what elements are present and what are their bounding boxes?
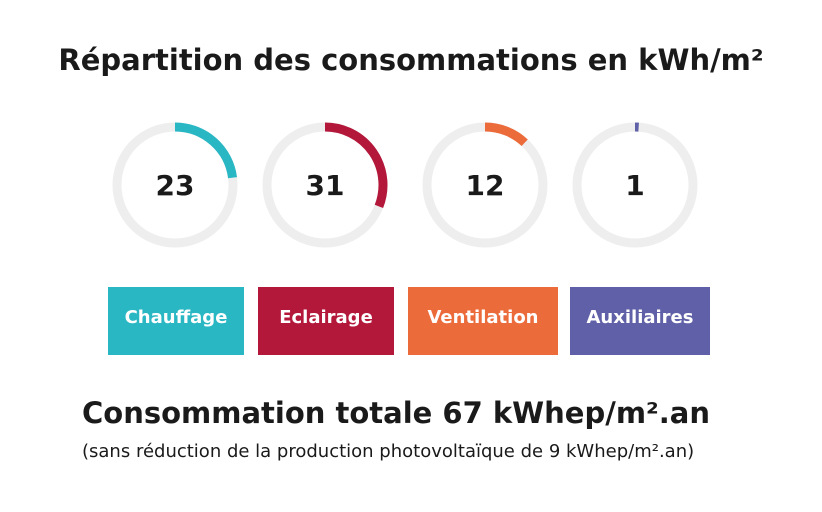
category-label: Eclairage <box>279 307 373 328</box>
category-box <box>108 287 244 355</box>
gauge-value: 31 <box>306 169 345 202</box>
category-label: Ventilation <box>427 307 538 328</box>
category-box <box>408 287 558 355</box>
gauge-value: 12 <box>466 169 505 202</box>
gauge-arc <box>324 122 388 209</box>
chart-title: Répartition des consommations en kWh/m² <box>58 43 763 77</box>
total-text: Consommation totale 67 kWhep/m².an <box>82 396 710 430</box>
gauge-arc <box>174 122 238 179</box>
note-text: (sans réduction de la production photovo… <box>82 441 694 462</box>
gauge-value: 1 <box>625 169 644 202</box>
category-label: Auxiliaires <box>587 307 694 328</box>
gauge-value: 23 <box>156 169 195 202</box>
category-box <box>258 287 394 355</box>
gauge-arc <box>484 122 528 147</box>
category-box <box>570 287 710 355</box>
category-label: Chauffage <box>125 307 228 328</box>
